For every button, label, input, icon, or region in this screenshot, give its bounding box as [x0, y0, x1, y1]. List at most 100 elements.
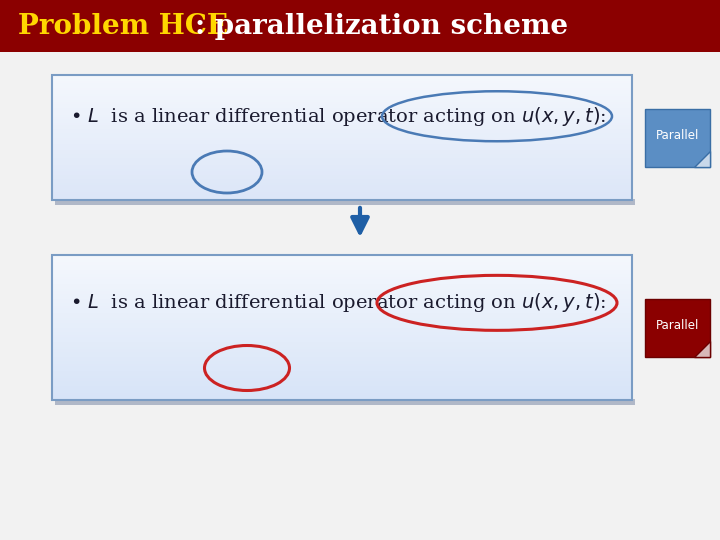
- Bar: [52, 368, 632, 371]
- Bar: [52, 305, 632, 308]
- Bar: [52, 112, 632, 114]
- Bar: [52, 198, 632, 200]
- Bar: [52, 91, 632, 94]
- Bar: [52, 189, 632, 192]
- Bar: [52, 262, 632, 265]
- Bar: [52, 264, 632, 267]
- Bar: [52, 191, 632, 194]
- Bar: [52, 125, 632, 127]
- Bar: [52, 254, 632, 258]
- Bar: [52, 179, 632, 181]
- Bar: [52, 329, 632, 332]
- Bar: [52, 75, 632, 200]
- Bar: [0, 0, 720, 52]
- Bar: [55, 199, 635, 205]
- Bar: [52, 293, 632, 296]
- Bar: [52, 152, 632, 154]
- Bar: [52, 114, 632, 117]
- Bar: [52, 349, 632, 352]
- Bar: [52, 298, 632, 301]
- Bar: [52, 339, 632, 342]
- Bar: [52, 158, 632, 160]
- Bar: [52, 373, 632, 376]
- Bar: [52, 129, 632, 131]
- Polygon shape: [694, 151, 710, 166]
- Bar: [52, 131, 632, 133]
- Bar: [52, 135, 632, 138]
- Bar: [52, 164, 632, 167]
- Bar: [52, 99, 632, 102]
- Bar: [52, 133, 632, 136]
- Bar: [52, 255, 632, 400]
- Text: Parallel: Parallel: [656, 129, 699, 142]
- Bar: [52, 75, 632, 77]
- Bar: [645, 299, 710, 356]
- Bar: [52, 147, 632, 150]
- Bar: [52, 332, 632, 335]
- Polygon shape: [694, 341, 710, 356]
- Bar: [52, 390, 632, 393]
- Bar: [52, 276, 632, 279]
- Bar: [52, 267, 632, 269]
- Bar: [52, 382, 632, 386]
- Bar: [52, 274, 632, 276]
- Bar: [52, 139, 632, 141]
- Bar: [52, 320, 632, 323]
- Bar: [52, 361, 632, 364]
- Bar: [52, 380, 632, 383]
- Bar: [52, 177, 632, 179]
- Bar: [52, 392, 632, 395]
- Bar: [52, 327, 632, 330]
- Bar: [52, 279, 632, 281]
- Bar: [52, 172, 632, 175]
- Bar: [52, 150, 632, 152]
- Bar: [52, 351, 632, 354]
- Bar: [52, 110, 632, 112]
- Bar: [52, 116, 632, 119]
- Bar: [52, 259, 632, 262]
- Bar: [52, 118, 632, 121]
- Bar: [52, 385, 632, 388]
- Bar: [52, 375, 632, 378]
- Bar: [52, 141, 632, 144]
- Bar: [52, 308, 632, 310]
- Bar: [52, 160, 632, 163]
- Bar: [52, 346, 632, 349]
- Bar: [52, 126, 632, 129]
- Bar: [52, 85, 632, 87]
- Bar: [52, 288, 632, 291]
- Bar: [52, 97, 632, 100]
- Bar: [52, 156, 632, 158]
- Bar: [52, 185, 632, 187]
- Bar: [52, 366, 632, 369]
- Bar: [52, 336, 632, 340]
- Bar: [52, 154, 632, 156]
- Bar: [52, 170, 632, 173]
- Bar: [52, 108, 632, 110]
- Bar: [52, 174, 632, 177]
- Bar: [52, 313, 632, 315]
- Bar: [52, 341, 632, 345]
- Bar: [52, 303, 632, 306]
- Bar: [52, 79, 632, 81]
- Bar: [52, 344, 632, 347]
- Bar: [52, 193, 632, 196]
- Bar: [52, 295, 632, 299]
- Bar: [52, 310, 632, 313]
- Bar: [645, 109, 710, 166]
- Bar: [52, 325, 632, 327]
- Bar: [52, 137, 632, 139]
- Bar: [52, 395, 632, 397]
- Bar: [52, 183, 632, 185]
- Bar: [52, 284, 632, 286]
- Text: Problem HCE: Problem HCE: [18, 12, 228, 39]
- Bar: [52, 356, 632, 359]
- Bar: [52, 354, 632, 356]
- Bar: [52, 291, 632, 294]
- Bar: [52, 315, 632, 318]
- Text: Parallel: Parallel: [656, 319, 699, 332]
- Bar: [52, 77, 632, 79]
- Bar: [52, 104, 632, 106]
- Bar: [52, 166, 632, 168]
- Bar: [52, 281, 632, 284]
